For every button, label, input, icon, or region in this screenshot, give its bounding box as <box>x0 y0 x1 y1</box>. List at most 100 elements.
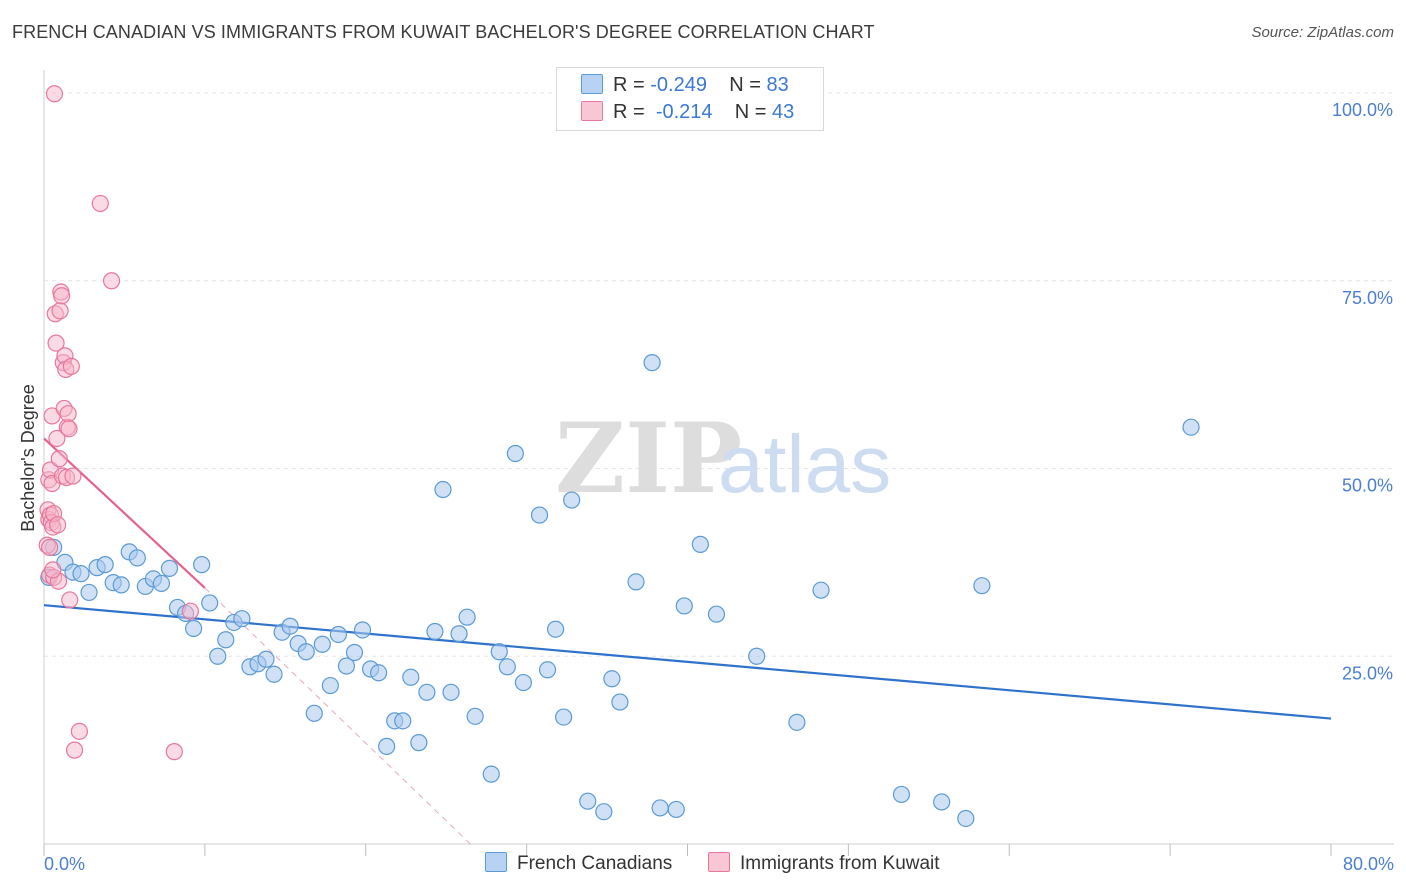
legend-row-kuwait: R = -0.214 N = 43 <box>581 101 794 127</box>
point-french-canadians <box>160 559 179 577</box>
point-french-canadians <box>337 657 356 675</box>
x-tick-label-min: 0.0% <box>44 854 85 874</box>
point-french-canadians <box>563 491 581 509</box>
bottom-legend-french-canadians: French Canadians <box>485 852 672 875</box>
point-french-canadians <box>281 617 299 635</box>
point-kuwait <box>64 467 82 485</box>
point-kuwait <box>53 287 71 305</box>
point-french-canadians <box>506 444 524 463</box>
point-french-canadians <box>426 622 444 641</box>
point-french-canadians <box>603 670 621 688</box>
point-french-canadians <box>96 556 114 574</box>
y-tick-label: 50.0% <box>1342 476 1393 496</box>
point-french-canadians <box>233 610 251 628</box>
point-kuwait <box>70 722 88 740</box>
point-french-canadians <box>217 631 235 649</box>
point-french-canadians <box>434 480 452 499</box>
points <box>38 85 1200 828</box>
point-french-canadians <box>611 693 629 711</box>
point-kuwait <box>65 741 84 759</box>
point-kuwait <box>61 591 79 609</box>
watermark-atlas: atlas <box>718 419 891 510</box>
point-kuwait <box>49 516 67 534</box>
point-french-canadians <box>595 803 613 821</box>
point-french-canadians <box>514 673 533 692</box>
point-kuwait <box>41 538 59 556</box>
point-french-canadians <box>321 676 339 695</box>
point-french-canadians <box>193 556 211 574</box>
point-french-canadians <box>627 573 645 591</box>
ticks: 100.0% 75.0% 50.0% 25.0% <box>43 100 1393 856</box>
point-french-canadians <box>748 647 766 665</box>
axes <box>43 70 1394 845</box>
point-french-canadians <box>394 712 412 730</box>
point-kuwait <box>44 561 62 579</box>
point-french-canadians <box>643 354 661 372</box>
watermark-zip: ZIP <box>555 402 742 515</box>
point-french-canadians <box>707 605 726 623</box>
point-french-canadians <box>1182 418 1200 436</box>
point-kuwait <box>47 334 65 352</box>
trend-line-kuwait <box>43 437 206 589</box>
point-french-canadians <box>402 668 420 686</box>
point-french-canadians <box>410 734 428 752</box>
point-french-canadians <box>152 574 171 593</box>
point-french-canadians <box>482 765 500 783</box>
point-french-canadians <box>201 594 219 612</box>
point-french-canadians <box>691 535 709 553</box>
watermark: ZIP atlas <box>555 402 891 515</box>
point-french-canadians <box>675 597 693 615</box>
point-french-canadians <box>957 809 975 828</box>
point-french-canadians <box>345 643 364 662</box>
correlation-legend: R = -0.249 N = 83 R = -0.214 N = 43 <box>556 67 824 131</box>
bottom-legend-swatch-pink <box>708 852 730 872</box>
point-french-canadians <box>313 635 331 653</box>
point-kuwait <box>60 420 78 438</box>
point-french-canadians <box>933 793 951 811</box>
legend-r-value: -0.214 <box>655 101 713 123</box>
trend-line-french-canadians <box>43 604 1332 720</box>
point-french-canadians <box>378 737 396 755</box>
y-axis-label: Bachelor's Degree <box>18 384 38 532</box>
point-kuwait <box>45 85 64 103</box>
point-kuwait <box>181 602 199 620</box>
point-french-canadians <box>490 643 508 661</box>
legend-r-label: R = <box>613 101 651 123</box>
point-french-canadians <box>72 565 90 583</box>
point-kuwait <box>165 743 183 761</box>
point-french-canadians <box>297 643 315 661</box>
point-french-canadians <box>265 665 283 683</box>
point-french-canadians <box>651 799 669 817</box>
legend-row-french-canadians: R = -0.249 N = 83 <box>581 74 789 100</box>
legend-n-value: 43 <box>772 101 795 123</box>
bottom-legend-swatch-blue <box>485 852 507 872</box>
point-french-canadians <box>458 608 476 626</box>
point-french-canadians <box>442 683 460 701</box>
source-label: Source: ZipAtlas.com <box>1251 24 1394 41</box>
point-kuwait <box>48 429 66 448</box>
point-french-canadians <box>418 683 436 701</box>
point-french-canadians <box>546 620 565 638</box>
point-kuwait <box>59 405 77 423</box>
point-french-canadians <box>353 621 372 639</box>
point-french-canadians <box>450 625 468 643</box>
legend-swatch-blue <box>581 74 603 94</box>
point-french-canadians <box>128 549 146 567</box>
point-kuwait <box>91 194 109 213</box>
legend-r-label: R = <box>613 74 651 96</box>
point-french-canadians <box>80 583 98 602</box>
point-french-canadians <box>892 785 911 804</box>
x-tick-label-max: 80.0% <box>1343 854 1394 874</box>
point-french-canadians <box>466 707 484 725</box>
point-french-canadians <box>185 619 203 638</box>
trend-lines <box>43 437 1332 845</box>
legend-n-label: N = <box>734 101 773 123</box>
chart-title: FRENCH CANADIAN VS IMMIGRANTS FROM KUWAI… <box>12 22 875 42</box>
y-tick-label: 100.0% <box>1332 100 1393 120</box>
y-tick-label: 25.0% <box>1342 663 1393 683</box>
point-french-canadians <box>209 647 227 665</box>
gridlines <box>44 92 1394 657</box>
bottom-legend-kuwait: Immigrants from Kuwait <box>708 852 940 875</box>
point-french-canadians <box>579 792 597 810</box>
point-kuwait <box>102 272 121 290</box>
